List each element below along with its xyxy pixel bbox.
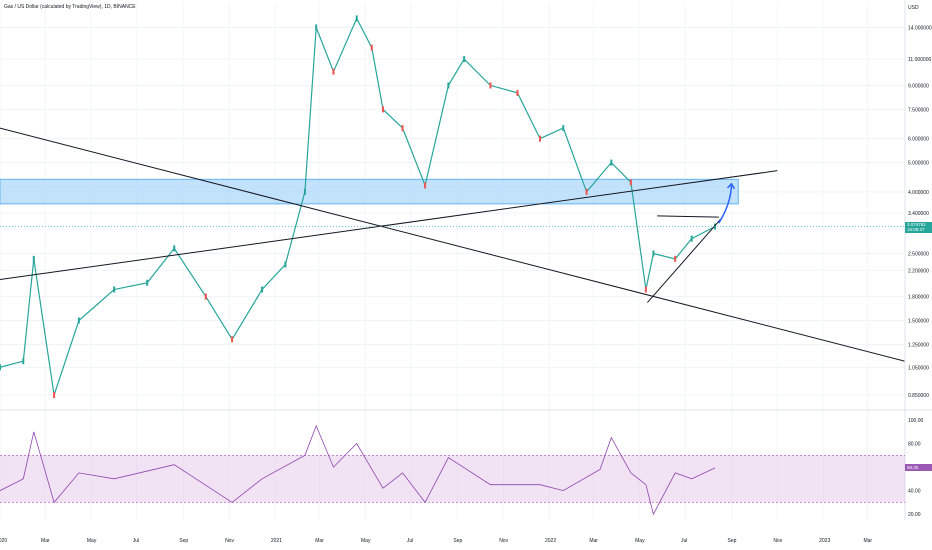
time-tick-label: May <box>361 538 371 544</box>
price-candle <box>303 188 306 195</box>
price-candle <box>231 336 234 343</box>
price-candle <box>562 125 565 132</box>
price-candle <box>146 279 149 286</box>
price-candle <box>463 56 466 63</box>
trendline <box>657 215 719 218</box>
time-tick-label: Mar <box>315 538 324 544</box>
price-tick-label: 1.050000 <box>908 365 929 371</box>
rsi-last-value-badge: 59.30 <box>905 464 932 472</box>
price-candle <box>22 358 25 365</box>
rsi-band <box>0 455 905 503</box>
rsi-line <box>0 424 716 516</box>
price-candle <box>284 261 287 268</box>
price-candle <box>629 179 632 186</box>
chart-title: Gas / US Dollar (calculated by TradingVi… <box>4 4 136 10</box>
time-tick-label: Mar <box>589 538 598 544</box>
price-candle <box>585 188 588 195</box>
price-candle <box>113 286 116 293</box>
price-tick-label: 4.000000 <box>908 190 929 196</box>
time-tick-label: Jul <box>133 538 139 544</box>
price-tick-label: 14.000000 <box>908 25 932 31</box>
price-candle <box>652 250 655 257</box>
price-tick-label: 2.200000 <box>908 268 929 274</box>
price-candle <box>332 68 335 75</box>
last-price-time: 16:09:37 <box>907 226 925 232</box>
time-tick-label: 2020 <box>0 538 7 544</box>
time-tick-label: Sep <box>179 538 188 544</box>
price-candle <box>77 317 80 324</box>
price-candle <box>370 44 373 51</box>
resistance-zone <box>0 178 739 205</box>
price-tick-label: 3.400000 <box>908 211 929 217</box>
time-tick-label: May <box>87 538 97 544</box>
time-tick-label: Nov <box>225 538 234 544</box>
price-candle <box>382 106 385 113</box>
projection-arrow <box>718 183 733 224</box>
time-tick-label: Jul <box>407 538 413 544</box>
time-tick-label: Nov <box>773 538 782 544</box>
time-tick-label: 2021 <box>271 538 282 544</box>
price-candle <box>516 89 519 96</box>
time-tick-label: Sep <box>728 538 737 544</box>
time-tick-label: Sep <box>453 538 462 544</box>
time-tick-label: Nov <box>499 538 508 544</box>
price-candle <box>204 293 207 300</box>
price-candle <box>538 135 541 142</box>
currency-label: USD <box>908 5 919 11</box>
price-candle <box>173 245 176 252</box>
price-candle <box>53 392 56 399</box>
time-tick-label: 2023 <box>819 538 830 544</box>
price-candle <box>32 255 35 262</box>
price-candle <box>261 286 264 293</box>
projection-arrow-head <box>726 182 736 190</box>
price-tick-label: 2.500000 <box>908 252 929 258</box>
time-tick-label: 2022 <box>545 538 556 544</box>
price-candle <box>610 159 613 166</box>
time-tick-label: Mar <box>863 538 872 544</box>
price-tick-label: 7.500000 <box>908 107 929 113</box>
rsi-tick-label: 20.00 <box>908 512 921 518</box>
time-tick-label: Jul <box>681 538 687 544</box>
trendline <box>0 127 906 362</box>
price-candle <box>447 82 450 89</box>
trendline <box>0 170 778 281</box>
time-tick-label: Mar <box>41 538 50 544</box>
price-candle <box>674 255 677 262</box>
last-price-badge: 3.074762 16:09:37 <box>905 221 932 233</box>
price-candle <box>644 286 647 293</box>
price-tick-label: 5.000000 <box>908 161 929 167</box>
price-candle <box>424 182 427 189</box>
rsi-tick-label: 40.00 <box>908 489 921 495</box>
price-candle <box>355 15 358 22</box>
rsi-tick-label: 100.00 <box>908 418 924 424</box>
price-tick-label: 9.000000 <box>908 83 929 89</box>
price-candle <box>489 82 492 89</box>
price-series-line <box>0 17 716 396</box>
price-candle <box>0 364 1 371</box>
price-candle <box>315 24 318 31</box>
rsi-tick-label: 80.00 <box>908 442 921 448</box>
price-candle <box>401 125 404 132</box>
price-tick-label: 1.250000 <box>908 342 929 348</box>
trendline <box>647 216 723 303</box>
price-candle <box>690 235 693 242</box>
price-tick-label: 1.800000 <box>908 295 929 301</box>
last-price-value: 3.074762 <box>907 221 926 227</box>
price-tick-label: 1.500000 <box>908 319 929 325</box>
time-tick-label: May <box>635 538 645 544</box>
price-tick-label: 0.850000 <box>908 393 929 399</box>
price-tick-label: 6.000000 <box>908 137 929 143</box>
price-tick-label: 11.000000 <box>908 57 931 63</box>
